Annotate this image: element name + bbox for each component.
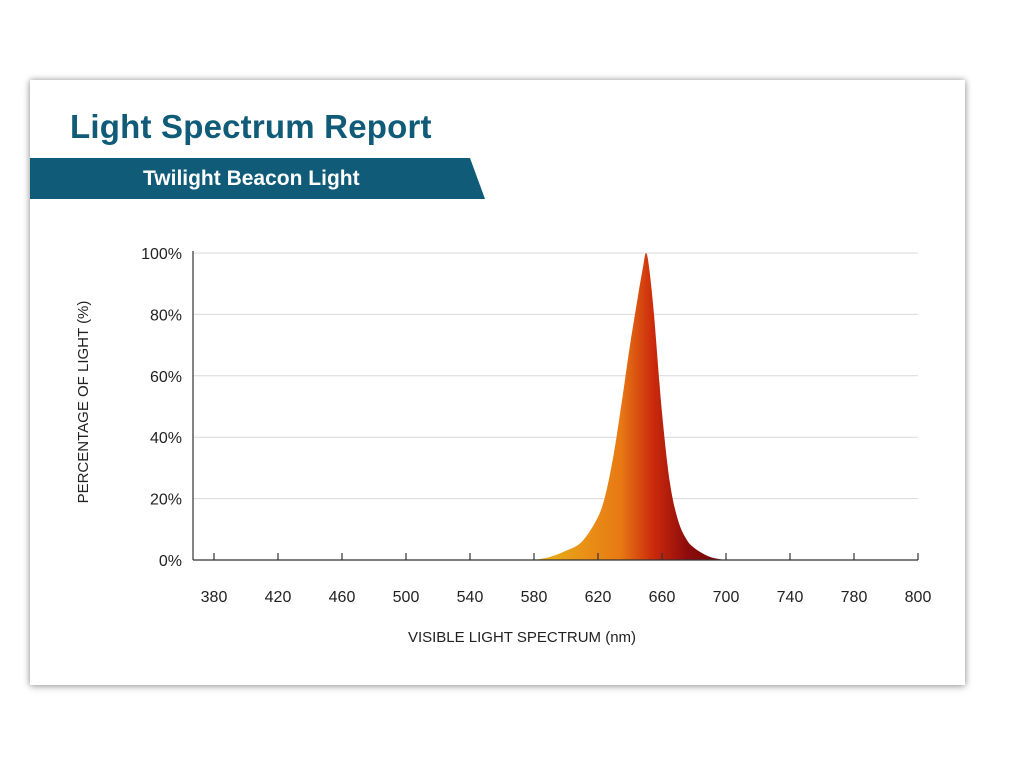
- y-axis-label: PERCENTAGE OF LIGHT (%): [75, 301, 92, 504]
- x-tick-label: 500: [393, 589, 420, 606]
- y-tick-label: 80%: [150, 307, 182, 324]
- grid-lines: [193, 252, 918, 500]
- y-tick-label: 100%: [141, 246, 182, 263]
- spectrum-area: [534, 253, 726, 560]
- x-tick-label: 700: [713, 589, 740, 606]
- axes: [192, 251, 919, 561]
- report-card: Light Spectrum Report Twilight Beacon Li…: [30, 80, 965, 685]
- x-tick-label: 740: [777, 589, 804, 606]
- x-tick-label: 620: [585, 589, 612, 606]
- x-tick-label: 800: [905, 589, 932, 606]
- x-tick-label: 660: [649, 589, 676, 606]
- y-tick-label: 20%: [150, 492, 182, 509]
- x-tick-label: 780: [841, 589, 868, 606]
- x-tick-label: 580: [521, 589, 548, 606]
- y-tick-label: 60%: [150, 369, 182, 386]
- x-axis-label: VISIBLE LIGHT SPECTRUM (nm): [408, 629, 636, 646]
- x-tick-label: 460: [329, 589, 356, 606]
- y-tick-label: 40%: [150, 430, 182, 447]
- y-tick-label: 0%: [159, 553, 182, 570]
- subtitle-banner: Twilight Beacon Light: [30, 158, 485, 199]
- x-tick-label: 380: [201, 589, 228, 606]
- x-tick-label: 420: [265, 589, 292, 606]
- y-tick-labels: 0% 20% 40% 60% 80% 100%: [141, 246, 182, 570]
- banner-shape: [30, 158, 485, 199]
- report-title: Light Spectrum Report: [70, 108, 432, 145]
- report-subtitle: Twilight Beacon Light: [143, 167, 360, 190]
- x-tick-label: 540: [457, 589, 484, 606]
- x-tick-labels: 380 420 460 500 540 580 620 660 700 740 780 800: [201, 589, 932, 606]
